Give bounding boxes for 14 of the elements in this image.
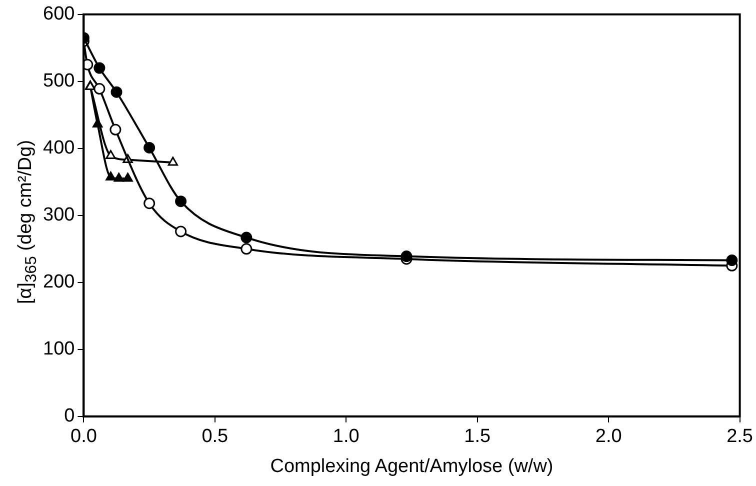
x-tick-label: 0.0	[70, 426, 97, 448]
x-tick-label: 2.0	[595, 426, 622, 448]
x-tick-label: 1.0	[332, 426, 360, 448]
y-tick-label: 100	[43, 338, 75, 360]
y-tick-label: 500	[43, 70, 75, 92]
y-tick-label: 600	[43, 4, 75, 25]
x-tick-label: 0.5	[202, 426, 228, 448]
x-tick-label: 2.5	[726, 426, 754, 448]
y-tick-label: 400	[43, 138, 75, 159]
y-tick-label: 200	[43, 272, 75, 293]
x-axis-title: Complexing Agent/Amylose (w/w)	[270, 456, 554, 477]
y-tick-label: 0	[64, 406, 75, 427]
y-tick-label: 300	[43, 204, 75, 226]
x-tick-label: 1.5	[464, 426, 491, 448]
